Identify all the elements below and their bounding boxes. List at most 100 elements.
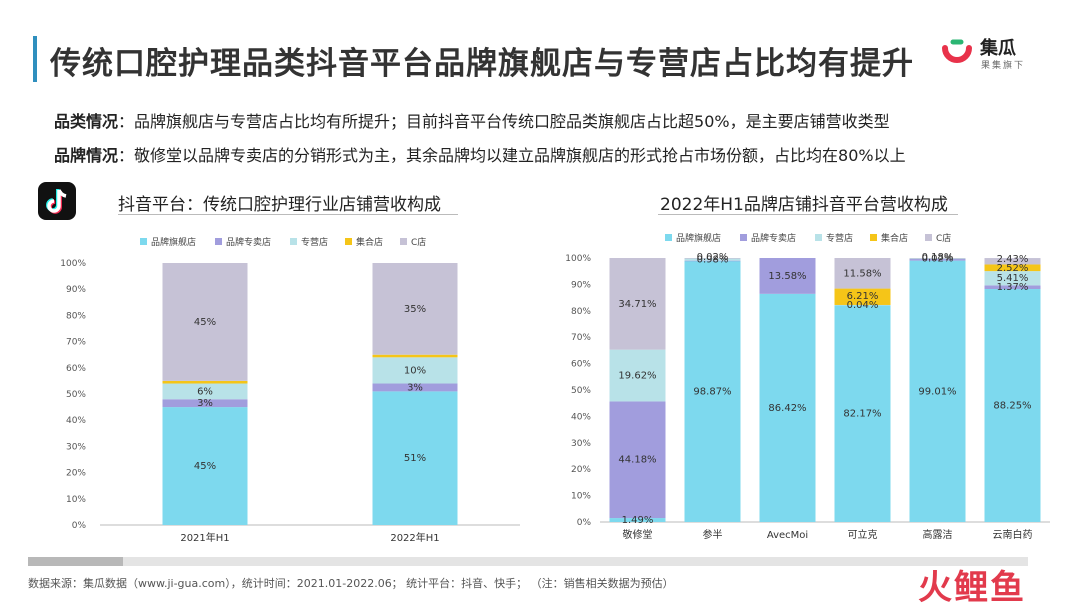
legend-swatch (815, 234, 822, 241)
jigua-logo-icon (942, 39, 972, 63)
data-label: 86.42% (768, 403, 806, 414)
data-label: 5.41% (997, 273, 1029, 284)
chart-title-left: 抖音平台：传统口腔护理行业店铺营收构成 (118, 195, 441, 215)
data-label: 0.02% (922, 254, 954, 265)
summary-sep: ： (118, 146, 135, 165)
y-tick-label: 10% (66, 495, 86, 505)
data-label: 98.87% (693, 386, 731, 397)
data-label: 19.62% (618, 371, 656, 382)
bar-segment (984, 289, 1041, 522)
data-label: 11.58% (843, 268, 881, 279)
bar-segment (684, 258, 741, 259)
x-tick-label: 2021年H1 (180, 531, 229, 544)
legend-swatch (400, 238, 407, 245)
bar-segment (372, 391, 458, 525)
data-label: 3% (407, 382, 423, 393)
bar-segment (909, 258, 966, 259)
bar-segment (162, 383, 248, 400)
y-tick-label: 50% (66, 390, 86, 400)
data-label: 13.58% (768, 271, 806, 282)
legend-swatch (870, 234, 877, 241)
title-accent-bar (33, 36, 37, 82)
y-tick-label: 80% (66, 311, 86, 321)
scrollbar-thumb[interactable] (28, 557, 123, 566)
data-label: 51% (404, 453, 426, 464)
bar-segment (909, 258, 966, 261)
legend-label: C店 (936, 232, 951, 244)
bar-segment (609, 349, 666, 402)
brand-logo: 集瓜 果集旗下 (940, 34, 1060, 74)
data-label: 2.52% (997, 263, 1029, 274)
bar-segment (162, 380, 248, 384)
bar-segment (162, 263, 248, 381)
legend-swatch (140, 238, 147, 245)
y-tick-label: 30% (66, 442, 86, 452)
legend-swatch (925, 234, 932, 241)
bar-segment (372, 383, 458, 392)
summary-sep: ： (118, 112, 135, 131)
summary-label: 品牌情况 (54, 146, 119, 165)
legend-swatch (345, 238, 352, 245)
x-tick-label: 2022年H1 (390, 531, 439, 544)
y-tick-label: 0% (72, 521, 87, 531)
bar-segment (609, 258, 666, 350)
y-tick-label: 60% (571, 360, 591, 370)
summary-text: 敬修堂以品牌专卖店的分销形式为主，其余品牌均以建立品牌旗舰店的形式抢占市场份额，… (134, 146, 906, 165)
bar-segment (984, 271, 1041, 286)
legend-label: 集合店 (881, 232, 908, 244)
x-tick-label: 敬修堂 (623, 528, 653, 541)
data-label: 45% (194, 461, 216, 472)
x-tick-label: 可立克 (848, 528, 878, 541)
legend-swatch (215, 238, 222, 245)
data-label: 0.18% (922, 252, 954, 263)
legend-label: 品牌旗舰店 (676, 232, 721, 244)
y-tick-label: 0% (577, 518, 592, 528)
summary-text: 品牌旗舰店与专营店占比均有所提升；目前抖音平台传统口腔品类旗舰店占比超50%，是… (134, 112, 890, 131)
y-tick-label: 70% (66, 338, 86, 348)
data-label: 99.01% (918, 386, 956, 397)
legend-label: 品牌专卖店 (226, 236, 271, 248)
bar-segment (834, 304, 891, 306)
bar-segment (909, 258, 966, 260)
horizontal-scrollbar[interactable] (28, 557, 1028, 566)
bar-segment (609, 401, 666, 519)
bar-segment (372, 354, 458, 358)
bar-segment (834, 305, 891, 522)
data-label: 2.43% (997, 254, 1029, 265)
data-label: 0.02% (697, 252, 729, 263)
chart-left: 品牌旗舰店 品牌专卖店 专营店 集合店 C店 0% 10% 20% 30% 40% 50% 60% 70… (60, 236, 520, 544)
y-tick-label: 100% (60, 259, 86, 269)
legend-label: 集合店 (356, 236, 383, 248)
summary-brand: 品牌情况：敬修堂以品牌专卖店的分销形式为主，其余品牌均以建立品牌旗舰店的形式抢占… (54, 142, 906, 166)
bar-segment (162, 399, 248, 408)
bar-segment (372, 357, 458, 384)
y-tick-label: 90% (571, 280, 591, 290)
brand-watermark: 火鲤鱼 (918, 568, 1026, 608)
bar-segment (609, 518, 666, 522)
data-label: 0.98% (697, 254, 729, 265)
data-label: 6% (197, 386, 213, 397)
data-label: 1.37% (997, 282, 1029, 293)
y-tick-label: 10% (571, 492, 591, 502)
bar-segment (834, 288, 891, 305)
bar-segment (984, 285, 1041, 290)
x-tick-label: AvecMoi (767, 530, 808, 541)
summary-category: 品类情况：品牌旗舰店与专营店占比均有所提升；目前抖音平台传统口腔品类旗舰店占比超… (54, 108, 890, 132)
bar-segment (162, 407, 248, 525)
data-label: 82.17% (843, 409, 881, 420)
bar-segment (372, 263, 458, 355)
chart-right: 品牌旗舰店 品牌专卖店 专营店 集合店 C店 0% 10% 20% 30% 40% 50% 60% 70… (565, 232, 1050, 541)
chart-title-underline (118, 214, 458, 215)
legend-swatch (740, 234, 747, 241)
bar-segment (909, 260, 966, 522)
bar-segment (984, 258, 1041, 265)
data-label: 0.04% (847, 300, 879, 311)
logo-name: 集瓜 (980, 38, 1016, 59)
data-label: 10% (404, 365, 426, 376)
bar-segment (684, 260, 741, 522)
x-tick-label: 高露洁 (923, 528, 953, 541)
y-tick-label: 40% (571, 412, 591, 422)
legend-swatch (290, 238, 297, 245)
data-label: 45% (194, 317, 216, 328)
y-tick-label: 20% (66, 469, 86, 479)
